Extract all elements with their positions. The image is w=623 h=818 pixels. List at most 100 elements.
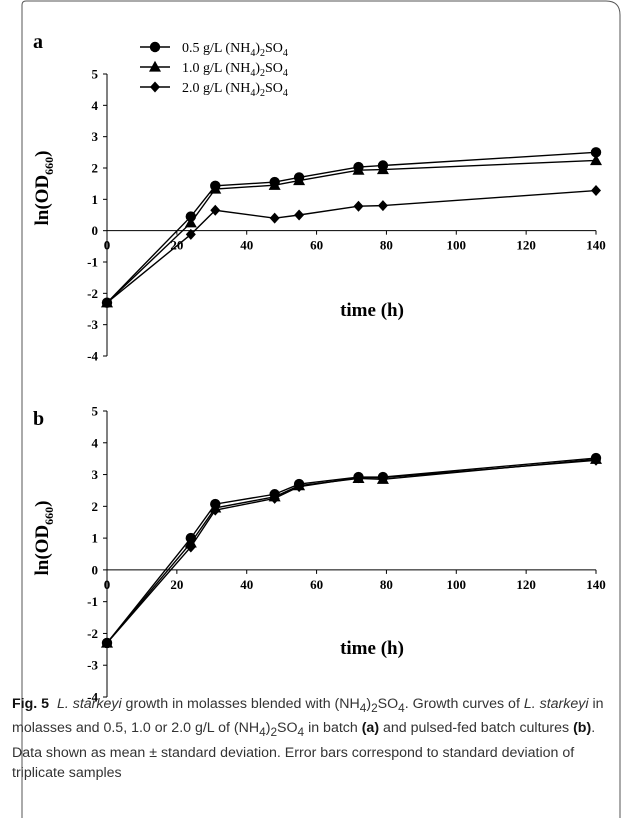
panel-a-y-tick-label: -1	[87, 255, 98, 270]
panel-a-xlabel: time (h)	[340, 300, 404, 321]
panel-a-triangle-point	[184, 216, 197, 228]
caption-body: in molasses and 0.5, 1.0 or 2.0 g/L of (…	[12, 696, 604, 737]
panel-a-series-triangle-line	[106, 159, 597, 304]
panel-a-y-tick-label: 3	[92, 129, 99, 144]
panel-a-ylabel: ln(OD660)	[32, 150, 56, 225]
panel-b-diamond-point	[294, 481, 305, 493]
panel-a-y-tick-label: 4	[92, 98, 99, 113]
caption-sub: 2	[371, 700, 378, 715]
panel-b-x-tick-label: 0	[104, 577, 111, 592]
caption-sub: 4	[297, 725, 305, 740]
caption-sub: 4	[359, 700, 367, 715]
panel-b-axes: -4 -3 -2 -1 0 1 2 3 4 5 0 20 40 60 80 100 120 140	[87, 404, 606, 705]
panel-a-y-tick-label: -2	[87, 286, 98, 301]
panel-a-y-tick-label: 1	[92, 192, 99, 207]
legend-circle-marker	[149, 41, 161, 53]
panel-a-x-tick-label: 100	[447, 238, 467, 253]
caption-body: and pulsed-fed batch cultures	[379, 720, 574, 737]
caption-fig-label: Fig. 5	[12, 696, 50, 712]
panel-b-diamond-point	[353, 472, 364, 484]
panel-a-diamond-point	[269, 212, 280, 224]
panel-a-x-tick-label: 60	[310, 238, 323, 253]
panel-a-series-circle-line	[106, 151, 597, 304]
panel-b-y-tick-label: -4	[87, 690, 98, 705]
panel-b-series-circle-line	[106, 457, 597, 644]
panel-b: b ln(OD660) time (h) -4 -3 -2 -1 0 1 2 3 4 5 0 20 40…	[32, 404, 606, 705]
panel-b-diamond-point	[210, 504, 221, 516]
figure-border	[21, 0, 621, 818]
panel-a-triangle-point	[293, 174, 306, 186]
panel-a-y-tick-label: -4	[87, 349, 98, 364]
panel-b-y-tick-label: -3	[87, 658, 98, 673]
panel-a-y-tick-label: 2	[92, 161, 99, 176]
panel-b-diamond-point	[591, 454, 601, 466]
panel-a-triangle-point	[209, 182, 222, 194]
panel-a-y-tick-label: 0	[92, 223, 99, 238]
caption-sub: 2	[270, 725, 278, 740]
panel-b-x-tick-label: 40	[240, 577, 253, 592]
caption-body-species: L. starkeyi	[523, 696, 589, 712]
panel-a-y-tick-label: -3	[87, 317, 98, 332]
panel-b-diamond-point	[377, 472, 388, 484]
panel-b-x-tick-label: 100	[447, 577, 467, 592]
panel-b-x-tick-label: 140	[586, 577, 606, 592]
caption-title-rest: growth in molasses blended with (NH	[121, 696, 360, 712]
panel-b-y-tick-label: 0	[92, 562, 99, 577]
panel-a-x-tick-label: 40	[240, 238, 253, 253]
panel-a-triangle-point	[352, 163, 365, 175]
panel-a-diamond-point	[185, 228, 196, 240]
panel-a-circle-point	[590, 147, 602, 158]
caption-sub: 4	[398, 700, 405, 715]
panel-a-label: a	[33, 31, 43, 53]
panel-b-series-triangle-line	[106, 458, 597, 644]
panel-b-x-tick-label: 80	[380, 577, 393, 592]
caption-sub: 4	[259, 725, 266, 740]
panel-b-label: b	[33, 408, 44, 430]
panel-a-x-tick-label: 140	[586, 238, 606, 253]
legend-diamond-marker	[150, 81, 160, 93]
panel-a-diamond-point	[210, 204, 221, 216]
caption-body: SO	[277, 720, 298, 737]
panel-a-diamond-point	[102, 297, 112, 309]
caption-so: SO	[377, 696, 399, 712]
panel-b-diamond-point	[102, 637, 112, 649]
panel-b-x-tick-label: 120	[516, 577, 536, 592]
panel-b-series	[101, 452, 602, 649]
panel-b-diamond-point	[269, 492, 280, 504]
panel-b-xlabel: time (h)	[340, 638, 404, 659]
figure-caption: Fig. 5 L. starkeyi growth in molasses bl…	[12, 696, 604, 782]
panel-b-y-tick-label: -1	[87, 594, 98, 609]
panel-a-triangle-point	[376, 163, 389, 175]
panel-b-y-tick-label: 3	[92, 467, 99, 482]
panel-a-x-tick-label: 0	[104, 238, 111, 253]
panel-a-diamond-point	[591, 185, 601, 197]
caption-label-b: (b)	[573, 720, 592, 737]
panel-a-triangle-point	[268, 179, 281, 190]
caption-label-a: (a)	[361, 720, 380, 737]
caption-title-species: L. starkeyi	[56, 696, 122, 712]
caption-body: in batch	[304, 720, 362, 737]
panel-b-y-tick-label: 2	[92, 499, 99, 514]
legend-triangle-marker	[149, 60, 161, 72]
panel-b-diamond-point	[185, 541, 196, 553]
panel-a-diamond-point	[294, 209, 305, 221]
panel-b-y-tick-label: 4	[92, 435, 99, 450]
panel-a-series	[101, 147, 602, 309]
panel-b-x-tick-label: 60	[310, 577, 323, 592]
panel-a-x-tick-label: 80	[380, 238, 393, 253]
legend-entry-label: 2.0 g/L (NH4)2SO4	[182, 81, 288, 99]
legend-entry-label: 1.0 g/L (NH4)2SO4	[182, 61, 288, 79]
panel-a-triangle-point	[590, 154, 602, 166]
panel-b-y-tick-label: 5	[92, 404, 99, 419]
panel-a-y-tick-label: 5	[92, 67, 99, 82]
panel-a-diamond-point	[353, 200, 364, 212]
panel-b-x-tick-label: 20	[170, 577, 183, 592]
panel-b-ylabel: ln(OD660)	[32, 500, 56, 575]
panel-a-diamond-point	[377, 200, 388, 212]
panel-b-y-tick-label: -2	[87, 626, 98, 641]
panel-a-legend: 0.5 g/L (NH4)2SO4 1.0 g/L (NH4)2SO4 2.0 g/…	[140, 41, 288, 99]
panel-a-x-tick-label: 120	[516, 238, 536, 253]
caption-body: . Data shown as mean ± standard deviatio…	[12, 720, 596, 782]
